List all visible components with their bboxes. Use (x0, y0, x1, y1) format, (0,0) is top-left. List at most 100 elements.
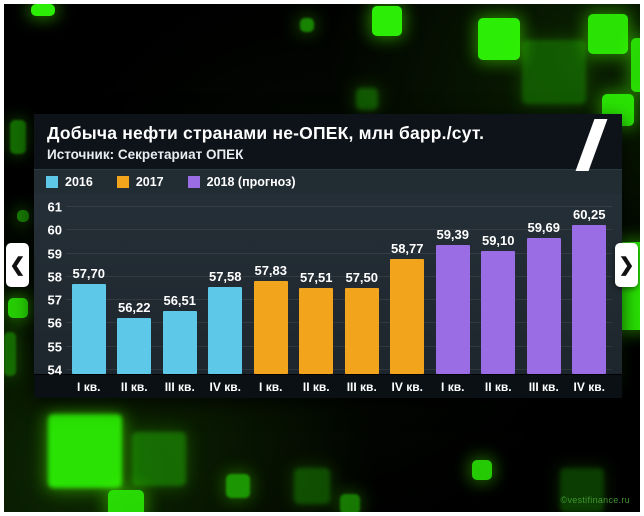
bar-value-label: 59,69 (527, 219, 561, 235)
y-tick-label: 60 (47, 222, 62, 238)
chart-body: 54 55 56 57 58 59 60 61 57,70 56,22 56,51 57,58 57,… (34, 194, 622, 378)
x-tick-label: I кв. (259, 379, 283, 394)
green-block-decoration (560, 468, 604, 512)
x-tick-label: IV кв. (209, 379, 241, 394)
x-tick-label: III кв. (528, 379, 559, 394)
legend-item: 2017 (116, 175, 164, 190)
gridline (66, 368, 612, 370)
gridline (66, 299, 612, 301)
legend-label: 2017 (135, 175, 164, 190)
bar-value-label: 57,58 (208, 268, 242, 284)
x-tick-label: IV кв. (391, 379, 423, 394)
watermark: ©vestifinance.ru (560, 495, 630, 505)
legend-swatch-icon (46, 176, 58, 189)
bar (435, 244, 470, 375)
bar-value-label: 57,70 (72, 265, 106, 281)
bar (526, 237, 561, 375)
bar (71, 283, 106, 375)
bar-group: 56,51 (157, 202, 203, 375)
legend: 2016 2017 2018 (прогноз) (34, 169, 622, 195)
chart-header: Добыча нефти странами не-ОПЕК, млн барр.… (34, 114, 622, 171)
green-block-decoration (10, 120, 26, 154)
bar (481, 251, 516, 375)
y-tick-label: 55 (47, 339, 62, 355)
y-tick-label: 56 (47, 315, 62, 331)
bar-value-label: 56,22 (117, 300, 151, 316)
legend-swatch-icon (187, 176, 200, 189)
bar-value-label: 58,77 (390, 240, 424, 256)
gridline (66, 322, 612, 324)
bar (572, 224, 607, 375)
chart-panel: Добыча нефти странами не-ОПЕК, млн барр.… (34, 114, 622, 398)
x-tick-label: III кв. (164, 379, 195, 394)
bar-group: 57,58 (203, 202, 249, 375)
legend-label: 2016 (65, 175, 93, 190)
x-tick-label: II кв. (120, 379, 148, 394)
gridline (66, 206, 612, 208)
green-block-decoration (478, 18, 520, 60)
green-block-decoration (472, 460, 492, 480)
bar-group: 58,77 (385, 202, 431, 375)
green-block-decoration (31, 4, 55, 16)
green-block-decoration (8, 298, 28, 318)
bar-group: 59,10 (476, 202, 522, 375)
bar-group: 57,50 (339, 202, 385, 375)
legend-label: 2018 (прогноз) (206, 175, 296, 190)
white-slash-decoration (575, 119, 608, 171)
x-tick-label: I кв. (77, 379, 101, 394)
bar-group: 59,39 (430, 202, 476, 375)
green-block-decoration (300, 18, 314, 32)
y-tick-label: 58 (47, 269, 62, 285)
legend-swatch-icon (116, 176, 129, 189)
bar-value-label: 57,51 (299, 270, 333, 286)
legend-item: 2018 (прогноз) (187, 175, 296, 190)
x-tick-label: I кв. (441, 379, 465, 394)
green-block-decoration (588, 14, 628, 54)
chevron-right-icon: ❯ (618, 254, 635, 276)
prev-chart-button[interactable]: ❮ (6, 243, 29, 287)
x-tick-label: III кв. (346, 379, 377, 394)
gridline (66, 275, 612, 277)
chart-title: Добыча нефти странами не-ОПЕК, млн барр.… (47, 123, 485, 143)
bar-group: 59,69 (521, 202, 567, 375)
green-block-decoration (132, 432, 186, 486)
bar-group: 57,83 (248, 202, 294, 375)
green-block-decoration (356, 88, 378, 110)
bar-value-label: 60,25 (572, 206, 606, 222)
green-block-decoration (372, 6, 402, 36)
bar (253, 280, 288, 375)
y-tick-label: 61 (47, 199, 62, 215)
bar (299, 288, 334, 375)
bar-value-label: 59,39 (436, 226, 470, 242)
x-axis: I кв. II кв. III кв. IV кв. I кв. II кв. III к… (34, 374, 622, 398)
green-block-decoration (522, 40, 586, 104)
bar-group: 57,51 (294, 202, 340, 375)
bar (344, 288, 379, 375)
plot-area: 57,70 56,22 56,51 57,58 57,83 57,51 57,50 58,77… (66, 202, 613, 375)
green-block-decoration (108, 490, 144, 512)
green-block-decoration (226, 474, 250, 498)
gridline (66, 229, 612, 231)
y-tick-label: 59 (47, 246, 62, 262)
bar (162, 311, 197, 375)
bar-value-label: 56,51 (163, 293, 197, 309)
bars-row: 57,70 56,22 56,51 57,58 57,83 57,51 57,50 58,77… (66, 202, 613, 375)
gridline (66, 252, 612, 254)
y-axis: 54 55 56 57 58 59 60 61 (38, 199, 66, 378)
bar-value-label: 57,83 (254, 262, 288, 278)
green-block-decoration (48, 414, 122, 488)
bar-group: 60,25 (567, 202, 613, 375)
green-block-decoration (4, 332, 16, 376)
bar-group: 57,70 (66, 202, 112, 375)
y-tick-label: 54 (47, 362, 62, 378)
bar-value-label: 59,10 (481, 233, 515, 249)
x-tick-label: II кв. (302, 379, 330, 394)
y-tick-label: 57 (47, 292, 62, 308)
chart-source: Источник: Секретариат ОПЕК (47, 147, 244, 162)
bar-value-label: 57,50 (345, 270, 379, 286)
green-block-decoration (631, 38, 640, 92)
next-chart-button[interactable]: ❯ (615, 243, 638, 287)
green-block-decoration (17, 210, 29, 222)
gridline (66, 345, 612, 347)
